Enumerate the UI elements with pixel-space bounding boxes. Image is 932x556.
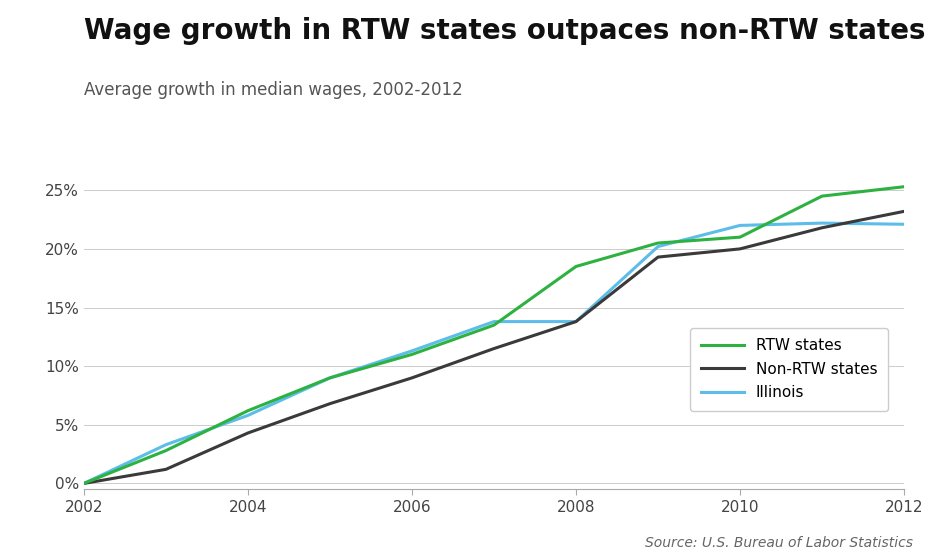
Illinois <box>78 480 89 486</box>
Illinois <box>488 318 500 325</box>
Illinois <box>734 222 746 229</box>
Non-RTW states <box>78 480 89 486</box>
RTW states <box>488 322 500 329</box>
Illinois <box>160 441 171 448</box>
Non-RTW states <box>652 254 664 260</box>
Non-RTW states <box>734 246 746 252</box>
Illinois <box>242 412 254 419</box>
Non-RTW states <box>570 318 582 325</box>
Text: Source: U.S. Bureau of Labor Statistics: Source: U.S. Bureau of Labor Statistics <box>645 537 913 550</box>
RTW states <box>78 480 89 486</box>
Illinois <box>652 243 664 250</box>
RTW states <box>570 263 582 270</box>
Illinois <box>570 318 582 325</box>
RTW states <box>160 447 171 454</box>
Non-RTW states <box>324 400 336 407</box>
Line: Illinois: Illinois <box>84 223 904 483</box>
Non-RTW states <box>816 225 828 231</box>
Illinois <box>816 220 828 226</box>
Illinois <box>406 348 418 354</box>
Illinois <box>324 375 336 381</box>
RTW states <box>898 183 910 190</box>
Illinois <box>898 221 910 227</box>
RTW states <box>406 351 418 358</box>
Non-RTW states <box>406 375 418 381</box>
RTW states <box>324 375 336 381</box>
Legend: RTW states, Non-RTW states, Illinois: RTW states, Non-RTW states, Illinois <box>691 327 888 411</box>
Text: Wage growth in RTW states outpaces non-RTW states: Wage growth in RTW states outpaces non-R… <box>84 17 925 44</box>
RTW states <box>734 234 746 241</box>
Non-RTW states <box>242 430 254 436</box>
Non-RTW states <box>898 208 910 215</box>
RTW states <box>242 408 254 414</box>
Line: Non-RTW states: Non-RTW states <box>84 211 904 483</box>
Text: Average growth in median wages, 2002-2012: Average growth in median wages, 2002-201… <box>84 81 462 98</box>
Non-RTW states <box>160 466 171 473</box>
Non-RTW states <box>488 345 500 352</box>
RTW states <box>652 240 664 246</box>
RTW states <box>816 193 828 200</box>
Line: RTW states: RTW states <box>84 187 904 483</box>
